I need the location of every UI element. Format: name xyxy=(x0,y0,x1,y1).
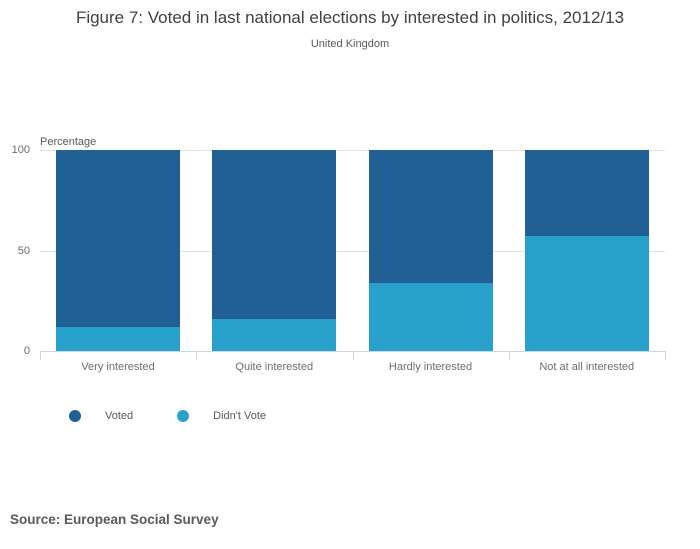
x-axis-tick-4 xyxy=(665,351,666,360)
x-category-label-2: Quite interested xyxy=(235,361,314,373)
legend-item-voted[interactable]: Voted xyxy=(69,410,133,422)
legend-label: Voted xyxy=(105,410,134,422)
x-category-label-3: Hardly interested xyxy=(388,361,473,373)
y-tick-label-100: 100 xyxy=(11,144,30,156)
chart-subtitle: United Kingdom xyxy=(310,38,390,50)
bar-voted-3[interactable] xyxy=(368,150,493,283)
x-category-label-4: Not at all interested xyxy=(539,361,635,373)
legend-label: Didn't Vote xyxy=(213,410,266,422)
y-tick-label-50: 50 xyxy=(17,244,30,257)
legend-item-didn-t-vote[interactable]: Didn't Vote xyxy=(177,410,266,422)
gridline-100 xyxy=(40,150,665,151)
chart-title: Figure 7: Voted in last national electio… xyxy=(75,8,625,27)
x-axis-tick-2 xyxy=(352,351,354,360)
bar-didnt-vote-2[interactable] xyxy=(212,318,337,351)
gridline-50 xyxy=(40,250,665,252)
legend-swatch-icon xyxy=(177,410,190,422)
legend: Voted Didn't Vote xyxy=(69,410,310,422)
x-axis-tick-3 xyxy=(508,351,510,360)
x-axis-tick-0 xyxy=(40,351,41,360)
bar-voted-4[interactable] xyxy=(524,150,649,237)
bar-didnt-vote-3[interactable] xyxy=(368,282,493,351)
bar-voted-1[interactable] xyxy=(56,150,181,327)
y-axis-title: Percentage xyxy=(40,136,97,148)
bar-didnt-vote-4[interactable] xyxy=(524,236,649,351)
y-tick-label-0: 0 xyxy=(23,345,30,357)
x-axis-tick-1 xyxy=(196,351,198,360)
bar-didnt-vote-1[interactable] xyxy=(56,326,181,351)
legend-swatch-icon xyxy=(69,410,81,422)
source-note: Source: European Social Survey xyxy=(10,512,219,527)
bar-voted-2[interactable] xyxy=(212,150,337,319)
x-category-label-1: Very interested xyxy=(81,361,155,373)
